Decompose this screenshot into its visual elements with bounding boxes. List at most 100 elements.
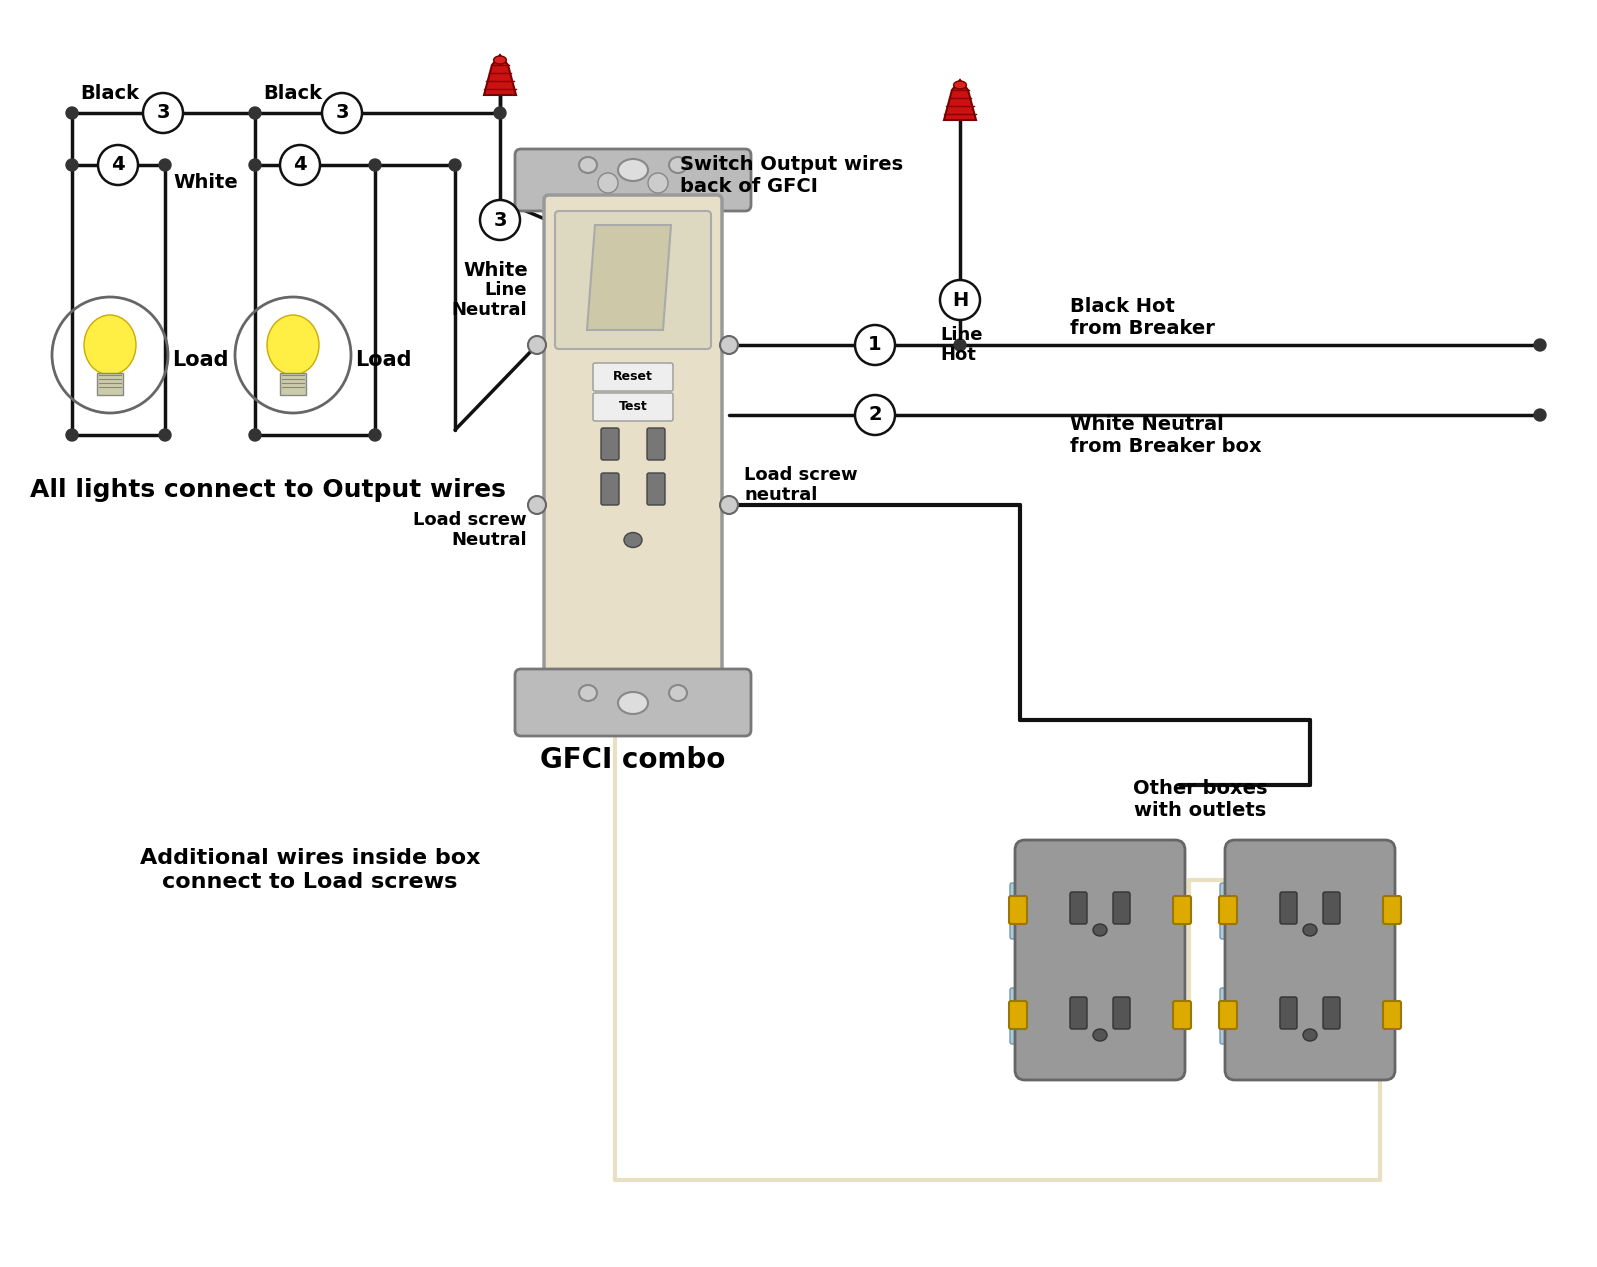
FancyBboxPatch shape xyxy=(1070,892,1088,924)
Text: 2: 2 xyxy=(869,405,882,424)
Circle shape xyxy=(279,144,319,185)
Text: Load screw
neutral: Load screw neutral xyxy=(744,465,858,504)
FancyBboxPatch shape xyxy=(600,473,620,506)
Ellipse shape xyxy=(1092,1029,1107,1041)
Circle shape xyxy=(941,280,981,321)
FancyBboxPatch shape xyxy=(1174,896,1191,924)
FancyBboxPatch shape xyxy=(1383,1001,1401,1029)
Circle shape xyxy=(249,158,260,171)
Circle shape xyxy=(249,106,260,119)
Circle shape xyxy=(1535,409,1546,421)
Circle shape xyxy=(530,340,543,351)
FancyBboxPatch shape xyxy=(1016,840,1185,1079)
FancyBboxPatch shape xyxy=(1370,1028,1389,1044)
FancyBboxPatch shape xyxy=(514,669,751,736)
Ellipse shape xyxy=(618,158,648,181)
Circle shape xyxy=(65,158,78,171)
Ellipse shape xyxy=(85,315,136,375)
FancyBboxPatch shape xyxy=(1009,1028,1030,1044)
FancyBboxPatch shape xyxy=(592,364,672,392)
Text: White Neutral
from Breaker box: White Neutral from Breaker box xyxy=(1070,414,1262,456)
FancyBboxPatch shape xyxy=(647,473,664,506)
Circle shape xyxy=(369,158,382,171)
Circle shape xyxy=(648,174,668,193)
Ellipse shape xyxy=(669,157,687,174)
Circle shape xyxy=(854,395,894,435)
FancyBboxPatch shape xyxy=(1009,922,1030,939)
Circle shape xyxy=(97,144,137,185)
Text: Load screw
Neutral: Load screw Neutral xyxy=(414,511,527,550)
Circle shape xyxy=(1535,340,1546,351)
Circle shape xyxy=(65,106,78,119)
FancyBboxPatch shape xyxy=(1370,922,1389,939)
Ellipse shape xyxy=(953,81,966,89)
FancyBboxPatch shape xyxy=(1113,997,1131,1029)
Circle shape xyxy=(597,174,618,193)
Ellipse shape xyxy=(1092,924,1107,936)
Circle shape xyxy=(144,92,184,133)
Text: 1: 1 xyxy=(869,336,882,355)
Text: Reset: Reset xyxy=(613,370,653,384)
Polygon shape xyxy=(484,54,516,95)
Circle shape xyxy=(529,495,546,514)
FancyBboxPatch shape xyxy=(1159,883,1180,900)
Circle shape xyxy=(481,200,521,239)
Ellipse shape xyxy=(624,532,642,547)
Circle shape xyxy=(160,158,171,171)
Text: Line
Neutral: Line Neutral xyxy=(452,280,527,319)
Text: Other boxes
with outlets: Other boxes with outlets xyxy=(1132,779,1268,821)
Circle shape xyxy=(160,430,171,441)
Text: 3: 3 xyxy=(335,104,348,123)
FancyBboxPatch shape xyxy=(545,195,722,691)
Ellipse shape xyxy=(580,157,597,174)
Text: H: H xyxy=(952,290,968,309)
FancyBboxPatch shape xyxy=(600,428,620,460)
FancyBboxPatch shape xyxy=(279,372,307,395)
FancyBboxPatch shape xyxy=(1220,883,1239,900)
Circle shape xyxy=(449,158,462,171)
Circle shape xyxy=(323,92,363,133)
Text: Load: Load xyxy=(355,350,412,370)
FancyBboxPatch shape xyxy=(1220,1028,1239,1044)
Polygon shape xyxy=(588,226,671,329)
FancyBboxPatch shape xyxy=(1370,988,1389,1003)
Text: Switch Output wires
back of GFCI: Switch Output wires back of GFCI xyxy=(680,155,904,195)
FancyBboxPatch shape xyxy=(1159,1028,1180,1044)
Ellipse shape xyxy=(580,685,597,701)
Circle shape xyxy=(369,430,382,441)
Ellipse shape xyxy=(267,315,319,375)
Ellipse shape xyxy=(493,56,506,65)
FancyBboxPatch shape xyxy=(514,150,751,212)
Circle shape xyxy=(720,336,738,353)
FancyBboxPatch shape xyxy=(1322,892,1340,924)
FancyBboxPatch shape xyxy=(1281,892,1297,924)
Text: Black: Black xyxy=(264,84,323,103)
Circle shape xyxy=(723,340,735,351)
Ellipse shape xyxy=(618,692,648,715)
Ellipse shape xyxy=(1303,924,1318,936)
Text: Load: Load xyxy=(172,350,228,370)
FancyBboxPatch shape xyxy=(1009,1001,1027,1029)
FancyBboxPatch shape xyxy=(1219,1001,1238,1029)
FancyBboxPatch shape xyxy=(1159,922,1180,939)
Ellipse shape xyxy=(1303,1029,1318,1041)
FancyBboxPatch shape xyxy=(1281,997,1297,1029)
Polygon shape xyxy=(944,80,976,120)
Text: 4: 4 xyxy=(112,156,125,175)
Text: Line
Hot: Line Hot xyxy=(941,326,982,365)
Circle shape xyxy=(249,430,260,441)
Text: Black: Black xyxy=(80,84,139,103)
Text: Additional wires inside box
connect to Load screws: Additional wires inside box connect to L… xyxy=(141,849,481,892)
Text: All lights connect to Output wires: All lights connect to Output wires xyxy=(30,478,506,502)
FancyBboxPatch shape xyxy=(592,393,672,421)
FancyBboxPatch shape xyxy=(1009,988,1030,1003)
Text: Black Hot
from Breaker: Black Hot from Breaker xyxy=(1070,296,1215,337)
Text: 3: 3 xyxy=(493,210,506,229)
FancyBboxPatch shape xyxy=(1220,988,1239,1003)
Circle shape xyxy=(65,430,78,441)
Text: White: White xyxy=(172,174,238,193)
Circle shape xyxy=(723,499,735,511)
Text: GFCI combo: GFCI combo xyxy=(540,746,725,774)
Circle shape xyxy=(720,495,738,514)
FancyBboxPatch shape xyxy=(1009,883,1030,900)
